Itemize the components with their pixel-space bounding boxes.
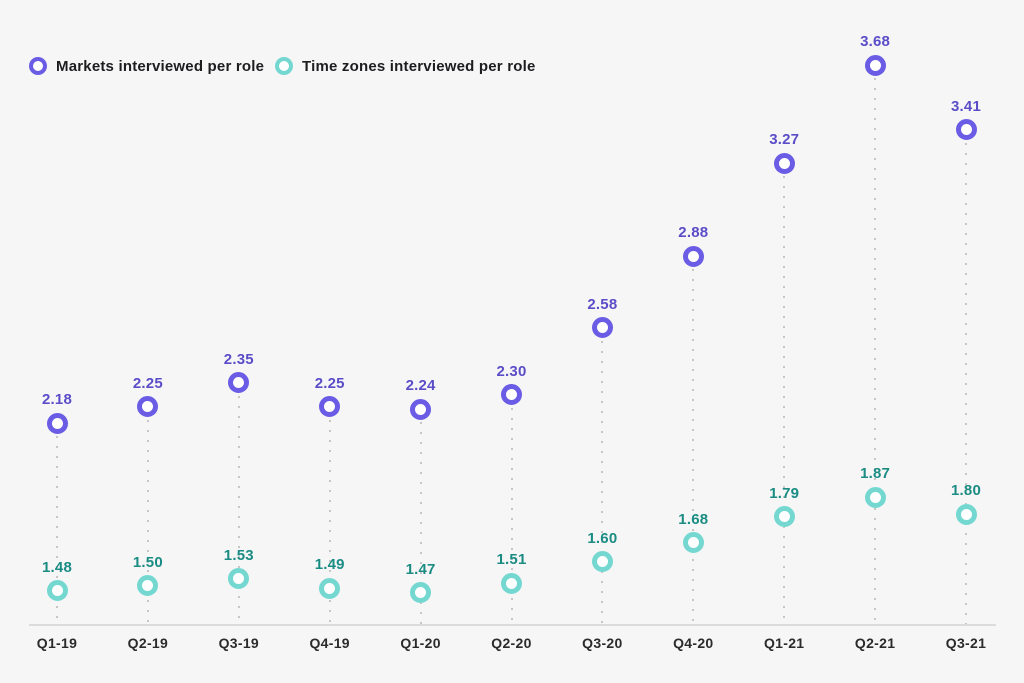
data-label-timezones: 1.49 (314, 556, 345, 574)
legend-marker-timezones-icon (275, 57, 293, 75)
x-axis-label: Q1-20 (400, 635, 441, 651)
x-axis-label: Q1-21 (763, 635, 805, 651)
data-label-timezones: 1.80 (951, 482, 981, 500)
data-point-timezones[interactable] (137, 575, 159, 597)
data-point-timezones[interactable] (46, 580, 68, 602)
x-axis-line (29, 624, 996, 626)
data-point-timezones[interactable] (955, 503, 977, 525)
legend-label-markets: Markets interviewed per role (56, 57, 265, 75)
data-point-timezones[interactable] (319, 577, 341, 599)
data-label-timezones: 1.47 (405, 560, 436, 578)
data-label-timezones: 1.53 (223, 546, 254, 564)
legend-marker-markets-icon (29, 57, 47, 75)
gridline-dotted-vertical (965, 142, 967, 624)
data-label-markets: 2.58 (587, 295, 618, 313)
data-point-timezones[interactable] (410, 582, 432, 604)
data-point-timezones[interactable] (591, 551, 613, 573)
x-axis-label: Q2-19 (127, 635, 169, 651)
legend-label-timezones: Time zones interviewed per role (302, 57, 536, 75)
data-label-markets: 3.27 (769, 131, 800, 149)
data-label-timezones: 1.79 (769, 484, 800, 502)
data-point-markets[interactable] (773, 152, 795, 174)
data-label-markets: 3.41 (951, 97, 981, 115)
x-axis-label: Q3-19 (218, 635, 259, 651)
gridline-dotted-vertical (510, 407, 513, 624)
data-point-markets[interactable] (501, 384, 522, 406)
data-point-markets[interactable] (955, 119, 977, 141)
x-axis-label: Q1-19 (36, 635, 78, 651)
gridline-dotted-vertical (601, 340, 604, 624)
data-label-timezones: 1.87 (860, 465, 891, 483)
data-label-timezones: 1.48 (42, 558, 72, 576)
data-point-markets[interactable] (682, 245, 704, 267)
x-axis-label: Q3-20 (582, 635, 623, 651)
data-point-markets[interactable] (319, 396, 341, 418)
data-label-markets: 2.25 (132, 374, 163, 392)
data-point-timezones[interactable] (773, 506, 795, 528)
data-point-timezones[interactable] (864, 486, 886, 508)
data-label-markets: 2.25 (314, 374, 345, 392)
gridline-dotted-vertical (783, 176, 786, 624)
data-point-markets[interactable] (228, 372, 250, 394)
data-label-markets: 2.88 (678, 224, 709, 242)
x-axis-label: Q2-21 (854, 635, 896, 651)
data-label-timezones: 1.51 (496, 551, 527, 569)
data-label-markets: 2.35 (223, 350, 254, 368)
data-point-timezones[interactable] (501, 572, 522, 594)
data-label-timezones: 1.50 (132, 553, 163, 571)
data-label-markets: 3.68 (860, 33, 891, 51)
gridline-dotted-vertical (419, 422, 422, 624)
gridline-dotted-vertical (237, 395, 240, 624)
data-point-markets[interactable] (137, 396, 159, 418)
data-point-timezones[interactable] (228, 568, 250, 590)
data-label-markets: 2.24 (405, 377, 436, 395)
data-point-markets[interactable] (864, 54, 886, 76)
data-point-timezones[interactable] (682, 532, 704, 554)
data-label-markets: 2.18 (42, 391, 72, 409)
legend-item-timezones[interactable]: Time zones interviewed per role (275, 57, 536, 75)
gridline-dotted-vertical (146, 419, 149, 624)
x-axis-label: Q4-20 (673, 635, 714, 651)
x-axis-label: Q3-21 (945, 635, 987, 651)
x-axis-label: Q4-19 (309, 635, 350, 651)
gridline-dotted-vertical (692, 269, 695, 624)
data-point-markets[interactable] (591, 317, 613, 339)
data-label-markets: 2.30 (496, 362, 527, 380)
gridline-dotted-vertical (328, 419, 331, 624)
x-axis-label: Q2-20 (491, 635, 532, 651)
gridline-dotted-vertical (874, 78, 877, 624)
gridline-dotted-vertical (56, 436, 58, 624)
data-label-timezones: 1.68 (678, 510, 709, 528)
data-point-markets[interactable] (410, 398, 432, 420)
data-point-markets[interactable] (46, 412, 68, 434)
data-label-timezones: 1.60 (587, 529, 618, 547)
legend-item-markets[interactable]: Markets interviewed per role (29, 57, 264, 75)
